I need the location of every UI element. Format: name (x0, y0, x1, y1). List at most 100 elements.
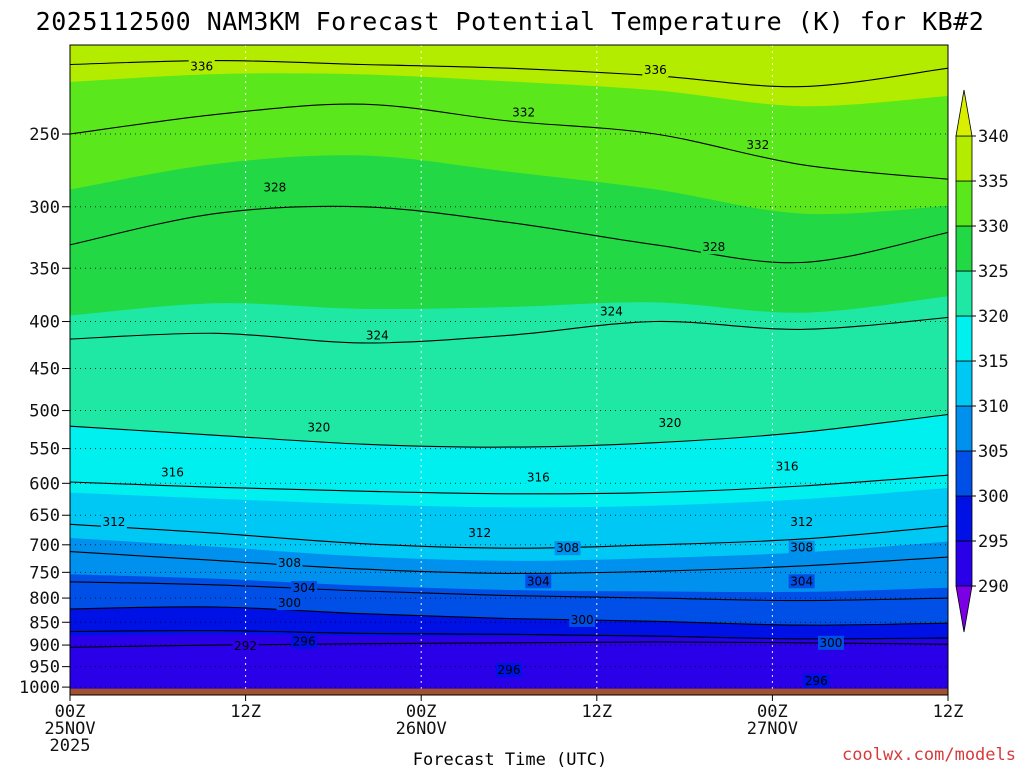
y-tick-label: 550 (29, 440, 60, 460)
contour-label: 336 (644, 63, 667, 77)
contour-label: 292 (234, 639, 257, 653)
contour-label: 296 (498, 663, 521, 677)
contour-label: 304 (527, 574, 550, 588)
contour-label: 296 (293, 635, 316, 649)
terrain (70, 688, 948, 695)
y-tick-label: 850 (29, 613, 60, 633)
contour-label: 304 (790, 574, 813, 588)
y-tick-label: 450 (29, 360, 60, 380)
colorbar-label: 320 (978, 307, 1009, 327)
contour-label-bg (642, 63, 669, 78)
contour-label: 324 (600, 304, 623, 318)
contour-label: 304 (293, 581, 316, 595)
contour-label: 316 (776, 459, 799, 473)
contour-label: 320 (659, 416, 682, 430)
contour-label-bg (803, 674, 830, 689)
colorbar-segment-290 (955, 540, 973, 587)
y-tick-label: 1000 (19, 678, 60, 698)
y-tick-label: 650 (29, 506, 60, 526)
contour-label: 312 (468, 526, 491, 540)
contour-label: 296 (805, 674, 828, 688)
contour-label-bg (656, 416, 683, 431)
contour-label-bg (291, 634, 318, 649)
contour-label-bg (700, 240, 727, 255)
colorbar-extend-bottom (955, 585, 973, 633)
y-tick-label: 600 (29, 474, 60, 494)
colorbar-extend-top (955, 89, 973, 137)
colorbar-label: 315 (978, 352, 1009, 372)
x-tick-label: 00Z (406, 702, 437, 722)
colorbar-label: 310 (978, 397, 1009, 417)
contour-line-328 (70, 205, 948, 264)
y-tick-label: 250 (29, 125, 60, 145)
contour-label-bg (788, 540, 815, 555)
contour-label-bg (510, 105, 537, 120)
contour-line-324 (70, 316, 948, 344)
y-tick-label: 800 (29, 589, 60, 609)
y-tick-label: 900 (29, 636, 60, 656)
x-tick-label: 25NOV (44, 719, 95, 739)
contour-label: 300 (278, 596, 301, 610)
contour-label: 300 (819, 636, 842, 650)
contour-label-bg (525, 470, 552, 485)
colorbar-label: 295 (978, 532, 1009, 552)
contour-label: 312 (102, 515, 125, 529)
contour-label-bg (305, 420, 332, 435)
contour-label-bg (364, 328, 391, 343)
colorbar-segment-310 (955, 360, 973, 407)
contour-line-300 (70, 606, 948, 626)
x-axis-label: Forecast Time (UTC) (413, 750, 607, 768)
y-tick-label: 950 (29, 658, 60, 678)
contour-label-bg (159, 465, 186, 480)
contour-label: 328 (263, 181, 286, 195)
colorbar-segment-295 (955, 495, 973, 542)
contour-label-bg (788, 574, 815, 589)
contour-label-bg (232, 638, 259, 653)
contour-line-312 (70, 523, 948, 549)
contour-label: 320 (307, 421, 330, 435)
contour-label-bg (817, 635, 844, 650)
colorbar-label: 340 (978, 127, 1009, 147)
colorbar-segment-325 (955, 225, 973, 272)
x-tick-label: 26NOV (396, 719, 447, 739)
colorbar-label: 325 (978, 262, 1009, 282)
contour-line-292 (70, 641, 948, 648)
contour-label-bg (466, 526, 493, 541)
colorbar-segment-330 (955, 180, 973, 227)
x-tick-label: 12Z (581, 702, 612, 722)
contour-line-296 (70, 630, 948, 640)
contour-label: 308 (556, 541, 579, 555)
y-tick-label: 350 (29, 259, 60, 279)
colorbar-label: 335 (978, 172, 1009, 192)
contour-label: 324 (366, 328, 389, 342)
contour-label-bg (788, 514, 815, 529)
colorbar-label: 300 (978, 487, 1009, 507)
contour-line-304 (70, 581, 948, 602)
contour-label-bg (496, 662, 522, 677)
x-tick-label: 27NOV (747, 719, 798, 739)
contour-label-bg (261, 180, 288, 195)
contour-line-308 (70, 551, 948, 574)
contour-label: 300 (571, 613, 594, 627)
credit-text: coolwx.com/models (842, 745, 1016, 765)
contour-label-bg (276, 596, 303, 611)
plot-frame (69, 44, 949, 696)
colorbar-segment-335 (955, 135, 973, 182)
contour-label: 316 (161, 466, 184, 480)
contour-label: 328 (702, 240, 725, 254)
contour-label-bg (598, 304, 625, 319)
contour-line-332 (70, 103, 948, 180)
contour-line-320 (70, 413, 948, 448)
x-tick-label: 00Z (757, 702, 788, 722)
contour-label: 332 (746, 138, 769, 152)
colorbar-segment-320 (955, 270, 973, 317)
contour-line-316 (70, 474, 948, 495)
colorbar-segment-305 (955, 405, 973, 452)
colorbar-label: 305 (978, 442, 1009, 462)
contour-label: 308 (790, 541, 813, 555)
colorbar-segment-300 (955, 450, 973, 497)
contour-label-bg (554, 541, 581, 556)
contour-label: 312 (790, 515, 813, 529)
contour-label-bg (100, 514, 127, 529)
